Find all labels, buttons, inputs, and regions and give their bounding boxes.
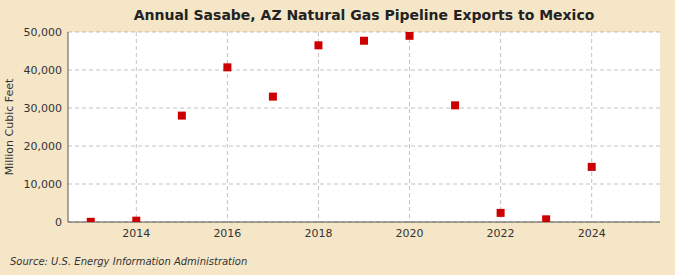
- point: [588, 163, 596, 171]
- x-tick-label: 2020: [396, 227, 424, 240]
- x-grid-line: [500, 32, 501, 222]
- y-grid-line: [68, 32, 660, 33]
- axes: 2014 2016 2018 2020 2022 2024 0 10,000 20,000 30,…: [24, 26, 661, 240]
- y-tick-label: 0: [55, 216, 62, 229]
- x-tick-label: 2018: [304, 227, 332, 240]
- point: [269, 93, 277, 101]
- background: [0, 0, 675, 275]
- point: [360, 37, 368, 45]
- title: Annual Sasabe, AZ Natural Gas Pipeline E…: [134, 7, 595, 23]
- x-grid-line: [409, 32, 410, 222]
- grid: [68, 32, 660, 222]
- x-axis-line: [68, 222, 660, 223]
- plot-area: [68, 32, 660, 222]
- points: [87, 32, 596, 222]
- x-grid-line: [227, 32, 228, 222]
- point: [406, 32, 414, 40]
- y-grid-line: [68, 146, 660, 147]
- y-grid-line: [68, 222, 660, 223]
- x-tick-label: 2014: [122, 227, 150, 240]
- point: [542, 215, 550, 222]
- x-grid-line: [591, 32, 592, 222]
- point: [223, 63, 231, 71]
- y-tick-label: 10,000: [24, 178, 63, 191]
- point: [314, 41, 322, 49]
- y-tick-label: 20,000: [24, 140, 63, 153]
- y-tick-label: 30,000: [24, 102, 63, 115]
- chart: 2014 2016 2018 2020 2022 2024 0 10,000 20,000 30,…: [0, 0, 675, 275]
- x-grid-line: [318, 32, 319, 222]
- y-grid-line: [68, 108, 660, 109]
- point: [178, 112, 186, 120]
- point: [451, 101, 459, 109]
- y-tick-label: 50,000: [24, 26, 63, 39]
- source-note: Source: U.S. Energy Information Administ…: [10, 256, 247, 267]
- y-axis-line: [68, 32, 69, 222]
- x-grid-line: [136, 32, 137, 222]
- y-axis-label: Million Cubic Feet: [3, 78, 16, 175]
- y-grid-line: [68, 70, 660, 71]
- point: [87, 218, 95, 222]
- point: [132, 217, 140, 222]
- x-tick-label: 2016: [213, 227, 241, 240]
- x-tick-label: 2024: [578, 227, 606, 240]
- x-tick-label: 2022: [487, 227, 515, 240]
- point: [497, 209, 505, 217]
- y-tick-label: 40,000: [24, 64, 63, 77]
- y-grid-line: [68, 184, 660, 185]
